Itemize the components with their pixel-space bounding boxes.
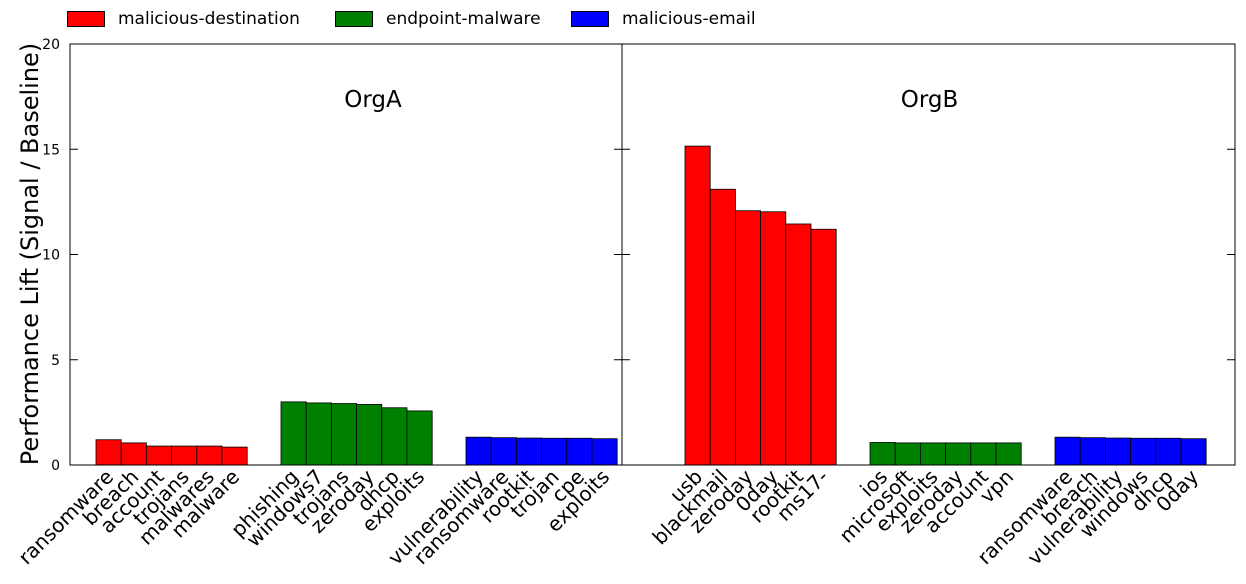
- legend-label: endpoint-malware: [386, 9, 541, 29]
- legend-item-malicious-destination: malicious-destination: [67, 8, 300, 30]
- bar-orga-malicious-destination-malwares: [196, 445, 223, 466]
- bar-orgb-endpoint-malware-microsoft: [894, 442, 921, 466]
- bar-orgb-malicious-destination-rootkit: [785, 223, 812, 466]
- bar-orgb-malicious-email-dhcp: [1155, 437, 1182, 466]
- bar-orgb-endpoint-malware-zeroday: [945, 442, 972, 466]
- legend-swatch-blue: [571, 11, 609, 27]
- bar-orga-endpoint-malware-phishing: [280, 401, 307, 466]
- legend-swatch-green: [335, 11, 373, 27]
- bar-orga-malicious-email-cpe: [566, 437, 593, 466]
- bar-orga-malicious-email-trojan: [541, 437, 568, 466]
- bar-orga-malicious-destination-breach: [120, 442, 147, 466]
- legend-label: malicious-email: [622, 9, 756, 29]
- bar-orgb-malicious-destination-0day: [760, 211, 787, 466]
- bar-orgb-malicious-destination-ms17-: [810, 228, 837, 466]
- y-tick-label: 15: [42, 142, 60, 158]
- bar-orgb-endpoint-malware-vpn: [995, 442, 1022, 466]
- bar-orga-malicious-email-exploits: [591, 438, 618, 466]
- panel-title-orgb: OrgB: [901, 87, 959, 113]
- y-tick-label: 20: [42, 37, 60, 53]
- bar-orgb-endpoint-malware-ios: [869, 442, 896, 466]
- bar-orgb-malicious-destination-zeroday: [735, 210, 762, 466]
- bar-orgb-malicious-email-0day: [1180, 438, 1207, 466]
- bar-orga-endpoint-malware-windows7: [305, 402, 332, 466]
- bar-orgb-malicious-email-vulnerability: [1105, 437, 1132, 466]
- bar-orga-malicious-destination-trojans: [171, 445, 198, 466]
- bar-orgb-malicious-destination-blackmail: [709, 188, 736, 466]
- y-tick-label: 0: [51, 458, 60, 474]
- bar-orgb-endpoint-malware-account: [970, 442, 997, 466]
- bar-orgb-malicious-email-ransomware: [1054, 436, 1081, 466]
- bar-orga-malicious-destination-malware: [221, 446, 248, 466]
- bar-orga-malicious-destination-account: [145, 445, 172, 466]
- bar-orga-malicious-email-ransomware: [490, 437, 517, 466]
- bar-orga-endpoint-malware-exploits: [406, 410, 433, 466]
- legend-label: malicious-destination: [118, 9, 300, 29]
- bar-orgb-malicious-destination-usb: [684, 145, 711, 466]
- y-tick-label: 10: [42, 248, 60, 264]
- bar-orga-malicious-email-vulnerability: [465, 436, 492, 466]
- bar-orga-endpoint-malware-trojans: [330, 403, 357, 466]
- legend-item-endpoint-malware: endpoint-malware: [335, 8, 541, 30]
- bar-orgb-malicious-email-windows: [1130, 437, 1157, 466]
- legend-swatch-red: [67, 11, 105, 27]
- bar-orgb-endpoint-malware-exploits: [920, 442, 947, 466]
- y-tick-label: 5: [51, 353, 60, 369]
- y-axis-label: Performance Lift (Signal / Baseline): [16, 43, 44, 465]
- legend: malicious-destination endpoint-malware m…: [0, 0, 1246, 36]
- bar-orgb-malicious-email-breach: [1079, 437, 1106, 466]
- bar-orga-malicious-email-rootkit: [516, 437, 543, 466]
- legend-item-malicious-email: malicious-email: [571, 8, 756, 30]
- bar-orga-endpoint-malware-zeroday: [356, 403, 383, 466]
- panel-title-orga: OrgA: [344, 87, 402, 113]
- bar-orga-endpoint-malware-dhcp: [381, 407, 408, 466]
- bar-orga-malicious-destination-ransomware: [95, 439, 122, 466]
